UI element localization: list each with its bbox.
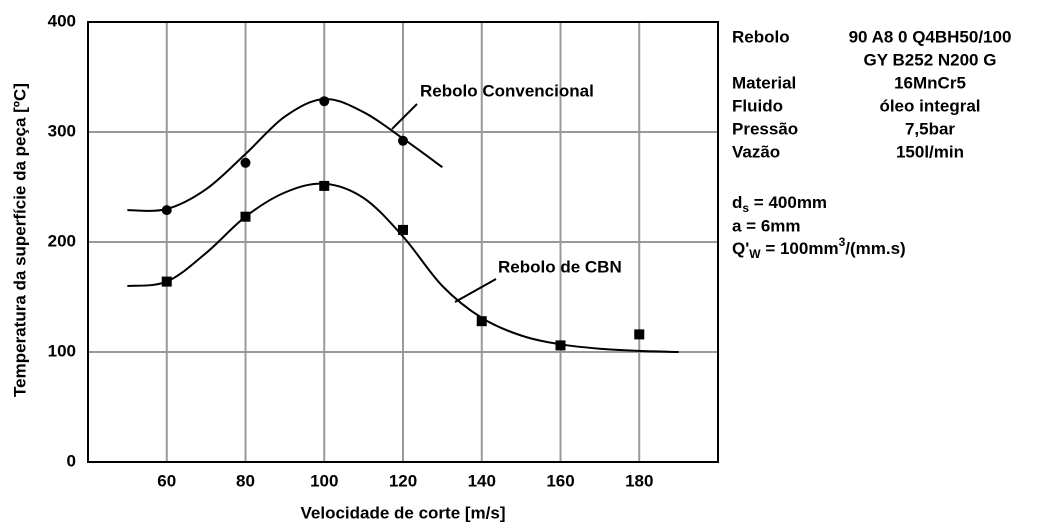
x-tick-label: 180 — [625, 471, 653, 490]
info-value: GY B252 N200 G — [864, 50, 997, 69]
data-point — [240, 211, 251, 222]
y-tick-label: 300 — [48, 121, 76, 140]
info-label: Material — [732, 73, 796, 92]
info-label: Pressão — [732, 119, 798, 138]
data-point — [398, 224, 408, 235]
info-ds: ds = 400mm — [732, 193, 827, 215]
marks — [127, 96, 679, 353]
info-value: 150l/min — [896, 142, 964, 161]
x-tick-label: 100 — [310, 471, 338, 490]
info-q-sub: W — [749, 247, 761, 261]
leader-line — [391, 103, 418, 130]
info-value: 7,5bar — [905, 119, 955, 138]
info-q-rest: = 100mm — [761, 239, 839, 258]
plot-frame — [87, 21, 719, 463]
data-point — [319, 180, 330, 191]
info-a: a = 6mm — [732, 216, 801, 235]
info-q-symbol: Q' — [732, 239, 749, 258]
info-q-tail: /(mm.s) — [845, 239, 905, 258]
y-tick-label: 400 — [48, 11, 76, 30]
data-point — [555, 340, 566, 351]
info-q: Q'W = 100mm3/(mm.s) — [732, 235, 906, 261]
fit-curve — [127, 97, 443, 212]
x-tick-label: 140 — [468, 471, 496, 490]
info-label: Rebolo — [732, 27, 790, 46]
x-tick-label: 80 — [236, 471, 255, 490]
y-tick-label: 100 — [48, 341, 76, 360]
x-tick-label: 120 — [389, 471, 417, 490]
info-value: 16MnCr5 — [894, 73, 966, 92]
data-point — [634, 329, 645, 340]
y-axis-label: Temperatura da superfície da peça [ºC] — [10, 83, 29, 397]
y-tick-label: 200 — [48, 231, 76, 250]
info-value: óleo integral — [879, 96, 980, 115]
series-label: Rebolo de CBN — [498, 257, 622, 276]
data-point — [161, 276, 172, 287]
data-point — [476, 316, 487, 327]
x-tick-label: 160 — [546, 471, 574, 490]
info-ds-rest: = 400mm — [749, 193, 827, 212]
info-q-sup: 3 — [839, 235, 846, 249]
data-point — [398, 135, 408, 146]
fit-curve — [127, 182, 679, 353]
x-axis-label: Velocidade de corte [m/s] — [300, 503, 505, 522]
data-point — [161, 205, 172, 216]
info-label: Fluido — [732, 96, 783, 115]
info-panel: Rebolo 90 A8 0 Q4BH50/100 GY B252 N200 G Ma… — [732, 27, 1011, 161]
info-ds-sub: s — [742, 201, 749, 215]
x-tick-label: 60 — [157, 471, 176, 490]
leader-line — [454, 278, 497, 303]
info-value: 90 A8 0 Q4BH50/100 — [849, 27, 1012, 46]
series-label: Rebolo Convencional — [420, 81, 594, 100]
info-ds-symbol: d — [732, 193, 742, 212]
data-point — [240, 157, 251, 168]
data-point — [319, 96, 330, 107]
info-label: Vazão — [732, 142, 780, 161]
y-tick-label: 0 — [67, 451, 76, 470]
grid — [88, 21, 718, 463]
